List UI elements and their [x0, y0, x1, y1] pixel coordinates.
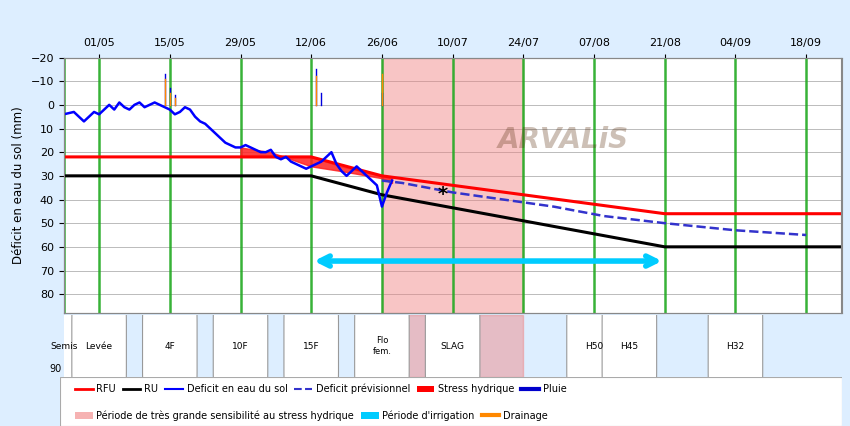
FancyBboxPatch shape: [72, 296, 127, 397]
Text: Levée: Levée: [86, 342, 113, 351]
FancyBboxPatch shape: [354, 296, 409, 397]
Text: 90: 90: [49, 364, 61, 374]
FancyBboxPatch shape: [425, 296, 480, 397]
FancyBboxPatch shape: [284, 296, 338, 397]
Text: SLAG: SLAG: [440, 342, 465, 351]
Text: H45: H45: [620, 342, 638, 351]
FancyBboxPatch shape: [213, 296, 268, 397]
Text: Flo
fem.: Flo fem.: [372, 337, 391, 356]
Legend: Période de très grande sensibilité au stress hydrique, Période d'irrigation, Dra: Période de très grande sensibilité au st…: [72, 407, 551, 423]
FancyBboxPatch shape: [602, 296, 657, 397]
Text: *: *: [438, 185, 448, 204]
FancyBboxPatch shape: [37, 296, 91, 397]
Text: ARVALiS: ARVALiS: [498, 127, 629, 154]
Text: H50: H50: [585, 342, 604, 351]
Y-axis label: Déficit en eau du sol (mm): Déficit en eau du sol (mm): [12, 106, 25, 264]
FancyBboxPatch shape: [143, 296, 197, 397]
Text: 4F: 4F: [164, 342, 175, 351]
Text: 15F: 15F: [303, 342, 320, 351]
Text: 10F: 10F: [232, 342, 249, 351]
Text: Semis: Semis: [50, 342, 77, 351]
Bar: [382, 315, 524, 377]
Bar: [382, 58, 524, 313]
FancyBboxPatch shape: [567, 296, 621, 397]
FancyBboxPatch shape: [60, 377, 841, 426]
Text: H32: H32: [727, 342, 745, 351]
FancyBboxPatch shape: [708, 296, 762, 397]
